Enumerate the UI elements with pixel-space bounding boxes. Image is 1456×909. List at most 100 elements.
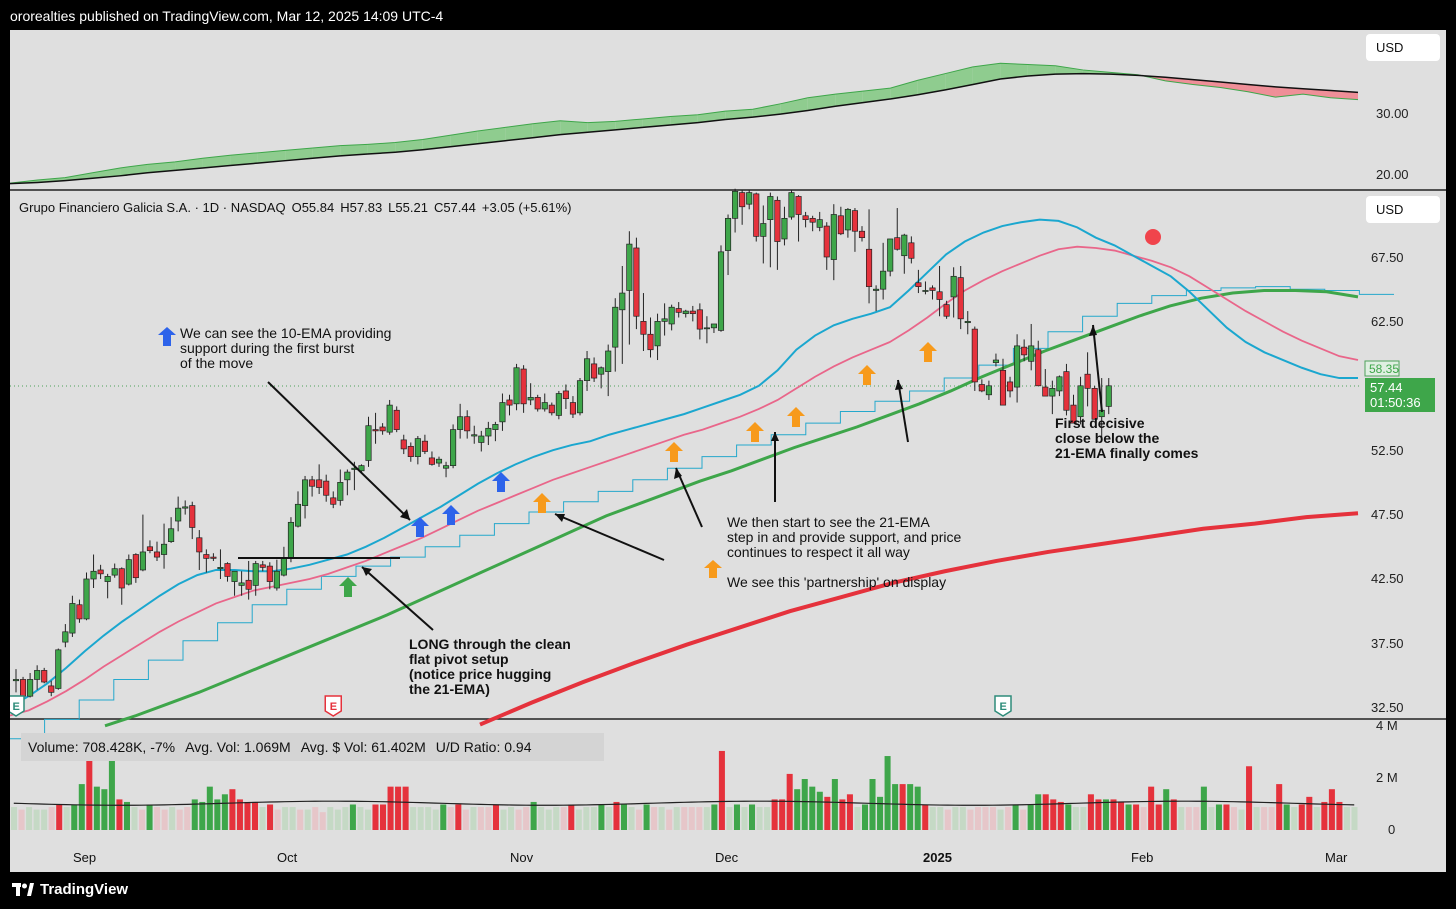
legend-close: C57.44 (434, 200, 476, 215)
volume-bar (447, 807, 454, 830)
volume-bar (1065, 804, 1072, 830)
earnings-badge (994, 695, 1012, 717)
candle-body (1035, 349, 1042, 387)
volume-bar (598, 804, 605, 830)
candle-body (1006, 381, 1014, 392)
volume-bar (1163, 789, 1170, 830)
volume-bar (688, 807, 695, 830)
candle-body (922, 290, 929, 292)
volume-bar (929, 807, 936, 830)
volume-bar (259, 807, 266, 830)
candle-body (421, 440, 428, 452)
volume-bar (1080, 807, 1087, 830)
rs-fill-up (312, 145, 341, 159)
candle-body (612, 306, 619, 348)
candle-body (1091, 388, 1098, 420)
volume-bar (1276, 784, 1283, 830)
candle-body (1042, 386, 1049, 397)
annotation-arrowhead (400, 509, 410, 520)
tradingview-logo-icon (12, 882, 34, 896)
volume-bar (349, 804, 356, 830)
volume-bar (1110, 799, 1117, 830)
volume-bar (545, 809, 552, 830)
chart-frame[interactable]: 30.00 20.00 USD E E E 67.50 62.50 52.50 47… (10, 30, 1446, 872)
candle-body (901, 234, 908, 257)
volume-bar (1313, 807, 1320, 830)
chart-canvas[interactable]: 30.00 20.00 USD E E E 67.50 62.50 52.50 47… (10, 30, 1446, 872)
earnings-label: E (1000, 701, 1007, 713)
candle-body (1077, 385, 1084, 418)
candle-body (196, 537, 203, 553)
candle-body (957, 277, 964, 320)
candle-body (175, 507, 182, 522)
volume-bar (1057, 801, 1064, 830)
candle-body (428, 457, 436, 465)
currency-button-main[interactable] (1366, 196, 1440, 223)
volume-bar (101, 789, 108, 830)
candle-body (161, 543, 168, 555)
candle-body (675, 308, 682, 313)
volume-bar (41, 809, 48, 830)
candle-body (710, 323, 718, 329)
price-tick: 47.50 (1371, 507, 1404, 522)
volume-bar (718, 750, 725, 830)
rs-fill-up (230, 152, 258, 166)
annotation-arrowhead (895, 380, 903, 390)
volume-bar (364, 809, 371, 830)
volume-bar (63, 807, 70, 830)
volume-bar (1215, 804, 1222, 830)
candle-body (1105, 385, 1112, 407)
candle-body (823, 225, 830, 258)
currency-button-top[interactable] (1366, 34, 1440, 61)
candle-body (908, 242, 915, 259)
signal-dot (1145, 229, 1161, 245)
candle-body (830, 214, 837, 260)
ema21-note-line: continues to respect it all way (727, 544, 910, 560)
volume-bar (417, 807, 424, 830)
pivot-note-line: the 21-EMA) (409, 681, 490, 697)
annotation-arrowhead (555, 514, 565, 522)
candle-body (203, 554, 210, 559)
candle-body (1049, 388, 1056, 397)
close-below-note-line: 21-EMA finally comes (1055, 445, 1199, 461)
volume-bar (771, 799, 778, 830)
candle-body (555, 393, 562, 416)
candle-body (816, 219, 823, 228)
annotation-arrow-line (361, 566, 434, 631)
volume-bar (1343, 807, 1350, 830)
ema10-note-line: support during the first burst (180, 340, 354, 356)
volume-bar (696, 807, 703, 830)
volume-bar (839, 799, 846, 830)
candle-body (865, 248, 873, 287)
candle-body (541, 402, 548, 410)
candle-body (858, 230, 866, 239)
volume-bar (1306, 796, 1313, 830)
volume-bar (56, 804, 63, 830)
tradingview-logo[interactable]: TradingView (12, 881, 128, 898)
earnings-marker: E (324, 695, 342, 717)
ma50-line (104, 288, 1359, 728)
candle-body (668, 306, 675, 325)
volume-legend-bg (21, 733, 604, 761)
volume-bar (236, 799, 243, 830)
candle-body (1014, 345, 1021, 388)
volume-bar (523, 807, 530, 830)
volume-bar (116, 799, 123, 830)
annotation-arrow-line (675, 467, 703, 528)
candle-body (132, 554, 139, 579)
volume-bar (974, 807, 981, 830)
rs-fill-up (202, 155, 231, 168)
pivot-note-line: flat pivot setup (409, 651, 509, 667)
annotation-arrow-line (1092, 324, 1103, 413)
volume-bar (33, 809, 40, 830)
candle-body (492, 424, 499, 430)
signal-arrow-icon (919, 342, 937, 362)
volume-bar (432, 809, 439, 830)
symbol-name: Grupo Financiero Galicia S.A. · 1D · NAS… (19, 200, 286, 215)
volume-bar (221, 794, 228, 830)
candle-body (146, 546, 154, 552)
volume-bar (1050, 799, 1057, 830)
close-below-note-line: close below the (1055, 430, 1159, 446)
candle-body (929, 287, 936, 291)
candle-body (337, 482, 344, 501)
